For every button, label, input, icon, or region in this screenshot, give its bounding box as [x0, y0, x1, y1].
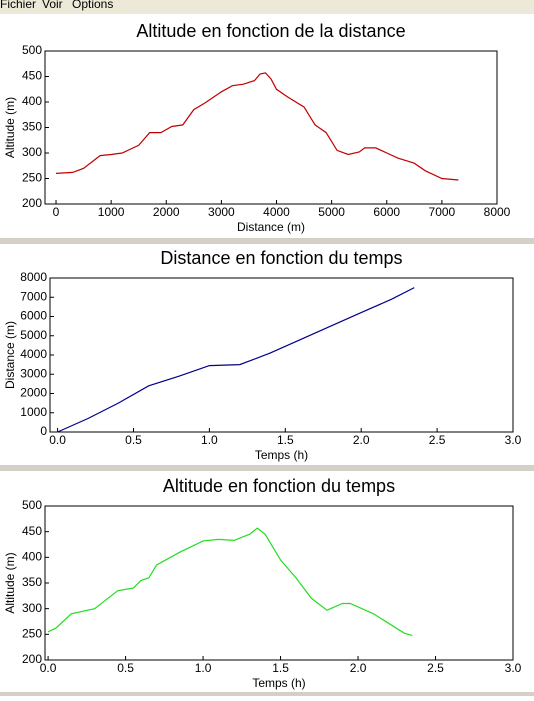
x-tick-label: 3.0 [505, 661, 522, 675]
y-tick-label: 300 [22, 145, 42, 159]
y-tick-label: 7000 [20, 289, 47, 303]
y-tick-label: 400 [22, 94, 42, 108]
x-tick-label: 2.0 [353, 433, 370, 447]
x-tick-label: 6000 [373, 205, 400, 219]
plot-frame [44, 505, 514, 661]
y-axis-label: Distance (m) [3, 321, 17, 389]
y-tick-label: 5000 [20, 328, 47, 342]
y-tick-label: 3000 [20, 366, 47, 380]
chart-title: Altitude en fonction de la distance [136, 21, 405, 41]
chart-title: Altitude en fonction du temps [163, 476, 395, 496]
data-line [57, 287, 415, 433]
x-tick-label: 2.5 [429, 433, 446, 447]
x-tick-label: 0.0 [49, 433, 66, 447]
chart-title: Distance en fonction du temps [160, 248, 402, 268]
x-tick-label: 0.5 [125, 433, 142, 447]
y-tick-label: 250 [22, 171, 42, 185]
data-line [55, 72, 459, 181]
x-axis-label: Temps (h) [252, 676, 305, 690]
y-tick-label: 1000 [20, 405, 47, 419]
x-axis-label: Distance (m) [237, 220, 305, 234]
separator [0, 692, 534, 696]
data-line [47, 527, 413, 636]
separator [0, 238, 534, 244]
y-tick-label: 200 [22, 196, 42, 210]
x-tick-label: 2.0 [350, 661, 367, 675]
x-tick-label: 1.0 [195, 661, 212, 675]
x-tick-label: 2.5 [427, 661, 444, 675]
menu-item[interactable]: Fichier [0, 0, 36, 11]
y-tick-label: 200 [22, 652, 42, 666]
y-tick-label: 450 [22, 69, 42, 83]
x-tick-label: 1000 [98, 205, 125, 219]
x-tick-label: 2000 [153, 205, 180, 219]
x-tick-label: 0.5 [117, 661, 134, 675]
plot-frame [44, 50, 498, 205]
y-tick-label: 4000 [20, 347, 47, 361]
x-tick-label: 1.0 [201, 433, 218, 447]
x-tick-label: 5000 [318, 205, 345, 219]
y-tick-label: 450 [22, 524, 42, 538]
y-tick-label: 300 [22, 601, 42, 615]
separator [0, 465, 534, 471]
x-tick-label: 7000 [429, 205, 456, 219]
x-tick-label: 1.5 [277, 433, 294, 447]
y-tick-label: 6000 [20, 309, 47, 323]
x-tick-label: 8000 [484, 205, 511, 219]
x-tick-label: 0 [53, 205, 60, 219]
x-tick-label: 4000 [263, 205, 290, 219]
x-axis-label: Temps (h) [255, 448, 308, 462]
y-tick-label: 350 [22, 120, 42, 134]
x-tick-label: 3000 [208, 205, 235, 219]
y-axis-label: Altitude (m) [3, 97, 17, 158]
x-tick-label: 1.5 [272, 661, 289, 675]
y-tick-label: 400 [22, 550, 42, 564]
y-tick-label: 500 [22, 43, 42, 57]
y-tick-label: 250 [22, 627, 42, 641]
y-tick-label: 500 [22, 498, 42, 512]
y-tick-label: 8000 [20, 270, 47, 284]
plot-frame [49, 277, 514, 433]
menu-item[interactable]: Voir [42, 0, 63, 11]
y-tick-label: 0 [40, 424, 47, 438]
menu-item[interactable]: Options [72, 0, 113, 11]
y-tick-label: 350 [22, 575, 42, 589]
y-axis-label: Altitude (m) [3, 552, 17, 613]
menu-bar [0, 0, 534, 14]
y-tick-label: 2000 [20, 386, 47, 400]
x-tick-label: 3.0 [505, 433, 522, 447]
x-tick-label: 0.0 [40, 661, 57, 675]
